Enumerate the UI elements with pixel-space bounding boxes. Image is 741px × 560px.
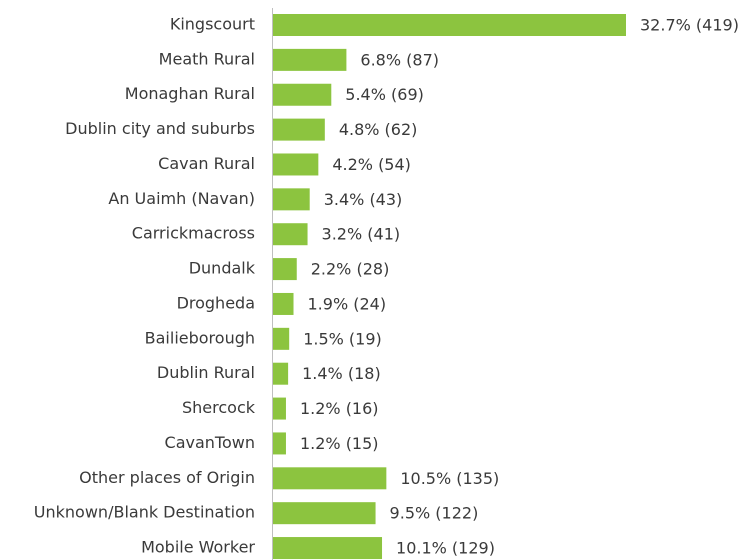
bar	[273, 537, 383, 560]
data-label: 32.7% (419)	[640, 16, 739, 35]
data-label: 4.8% (62)	[339, 120, 418, 139]
category-label: Drogheda	[177, 293, 255, 312]
category-label: CavanTown	[165, 433, 255, 452]
data-label: 3.2% (41)	[322, 225, 401, 244]
category-label: Bailieborough	[145, 328, 255, 347]
bar	[273, 292, 294, 315]
bar	[273, 362, 289, 385]
data-label: 1.2% (16)	[300, 399, 379, 418]
bar	[273, 467, 387, 490]
bar	[273, 223, 308, 246]
data-label: 1.5% (19)	[303, 329, 382, 348]
category-label: Meath Rural	[159, 49, 255, 68]
bar	[273, 432, 286, 455]
category-label: Monaghan Rural	[125, 84, 255, 103]
category-label: Carrickmacross	[132, 224, 255, 243]
data-label: 5.4% (69)	[345, 85, 424, 104]
bar	[273, 258, 297, 281]
category-label: Mobile Worker	[141, 538, 255, 557]
category-label: Other places of Origin	[79, 468, 255, 487]
data-label: 10.1% (129)	[396, 539, 495, 558]
data-label: 1.4% (18)	[302, 364, 381, 383]
category-label: Kingscourt	[170, 15, 255, 34]
data-label: 1.2% (15)	[300, 434, 379, 453]
category-label: Shercock	[182, 398, 256, 417]
category-label: Dublin Rural	[157, 363, 255, 382]
bar	[273, 48, 347, 71]
bar	[273, 188, 310, 211]
data-label: 9.5% (122)	[390, 504, 479, 523]
data-label: 4.2% (54)	[332, 155, 411, 174]
data-label: 10.5% (135)	[400, 469, 499, 488]
bar	[273, 397, 286, 420]
bar	[273, 118, 325, 141]
data-label: 2.2% (28)	[311, 260, 390, 279]
bar	[273, 502, 376, 525]
data-label: 3.4% (43)	[324, 190, 403, 209]
data-label: 6.8% (87)	[360, 50, 439, 69]
category-label: Dublin city and suburbs	[65, 119, 255, 138]
bar	[273, 327, 290, 350]
category-label: An Uaimh (Navan)	[108, 189, 255, 208]
data-label: 1.9% (24)	[308, 294, 387, 313]
bar	[273, 14, 626, 36]
category-label: Unknown/Blank Destination	[34, 503, 255, 522]
bar	[273, 153, 319, 176]
category-label: Dundalk	[189, 259, 256, 278]
bar	[273, 83, 332, 106]
category-label: Cavan Rural	[158, 154, 255, 173]
